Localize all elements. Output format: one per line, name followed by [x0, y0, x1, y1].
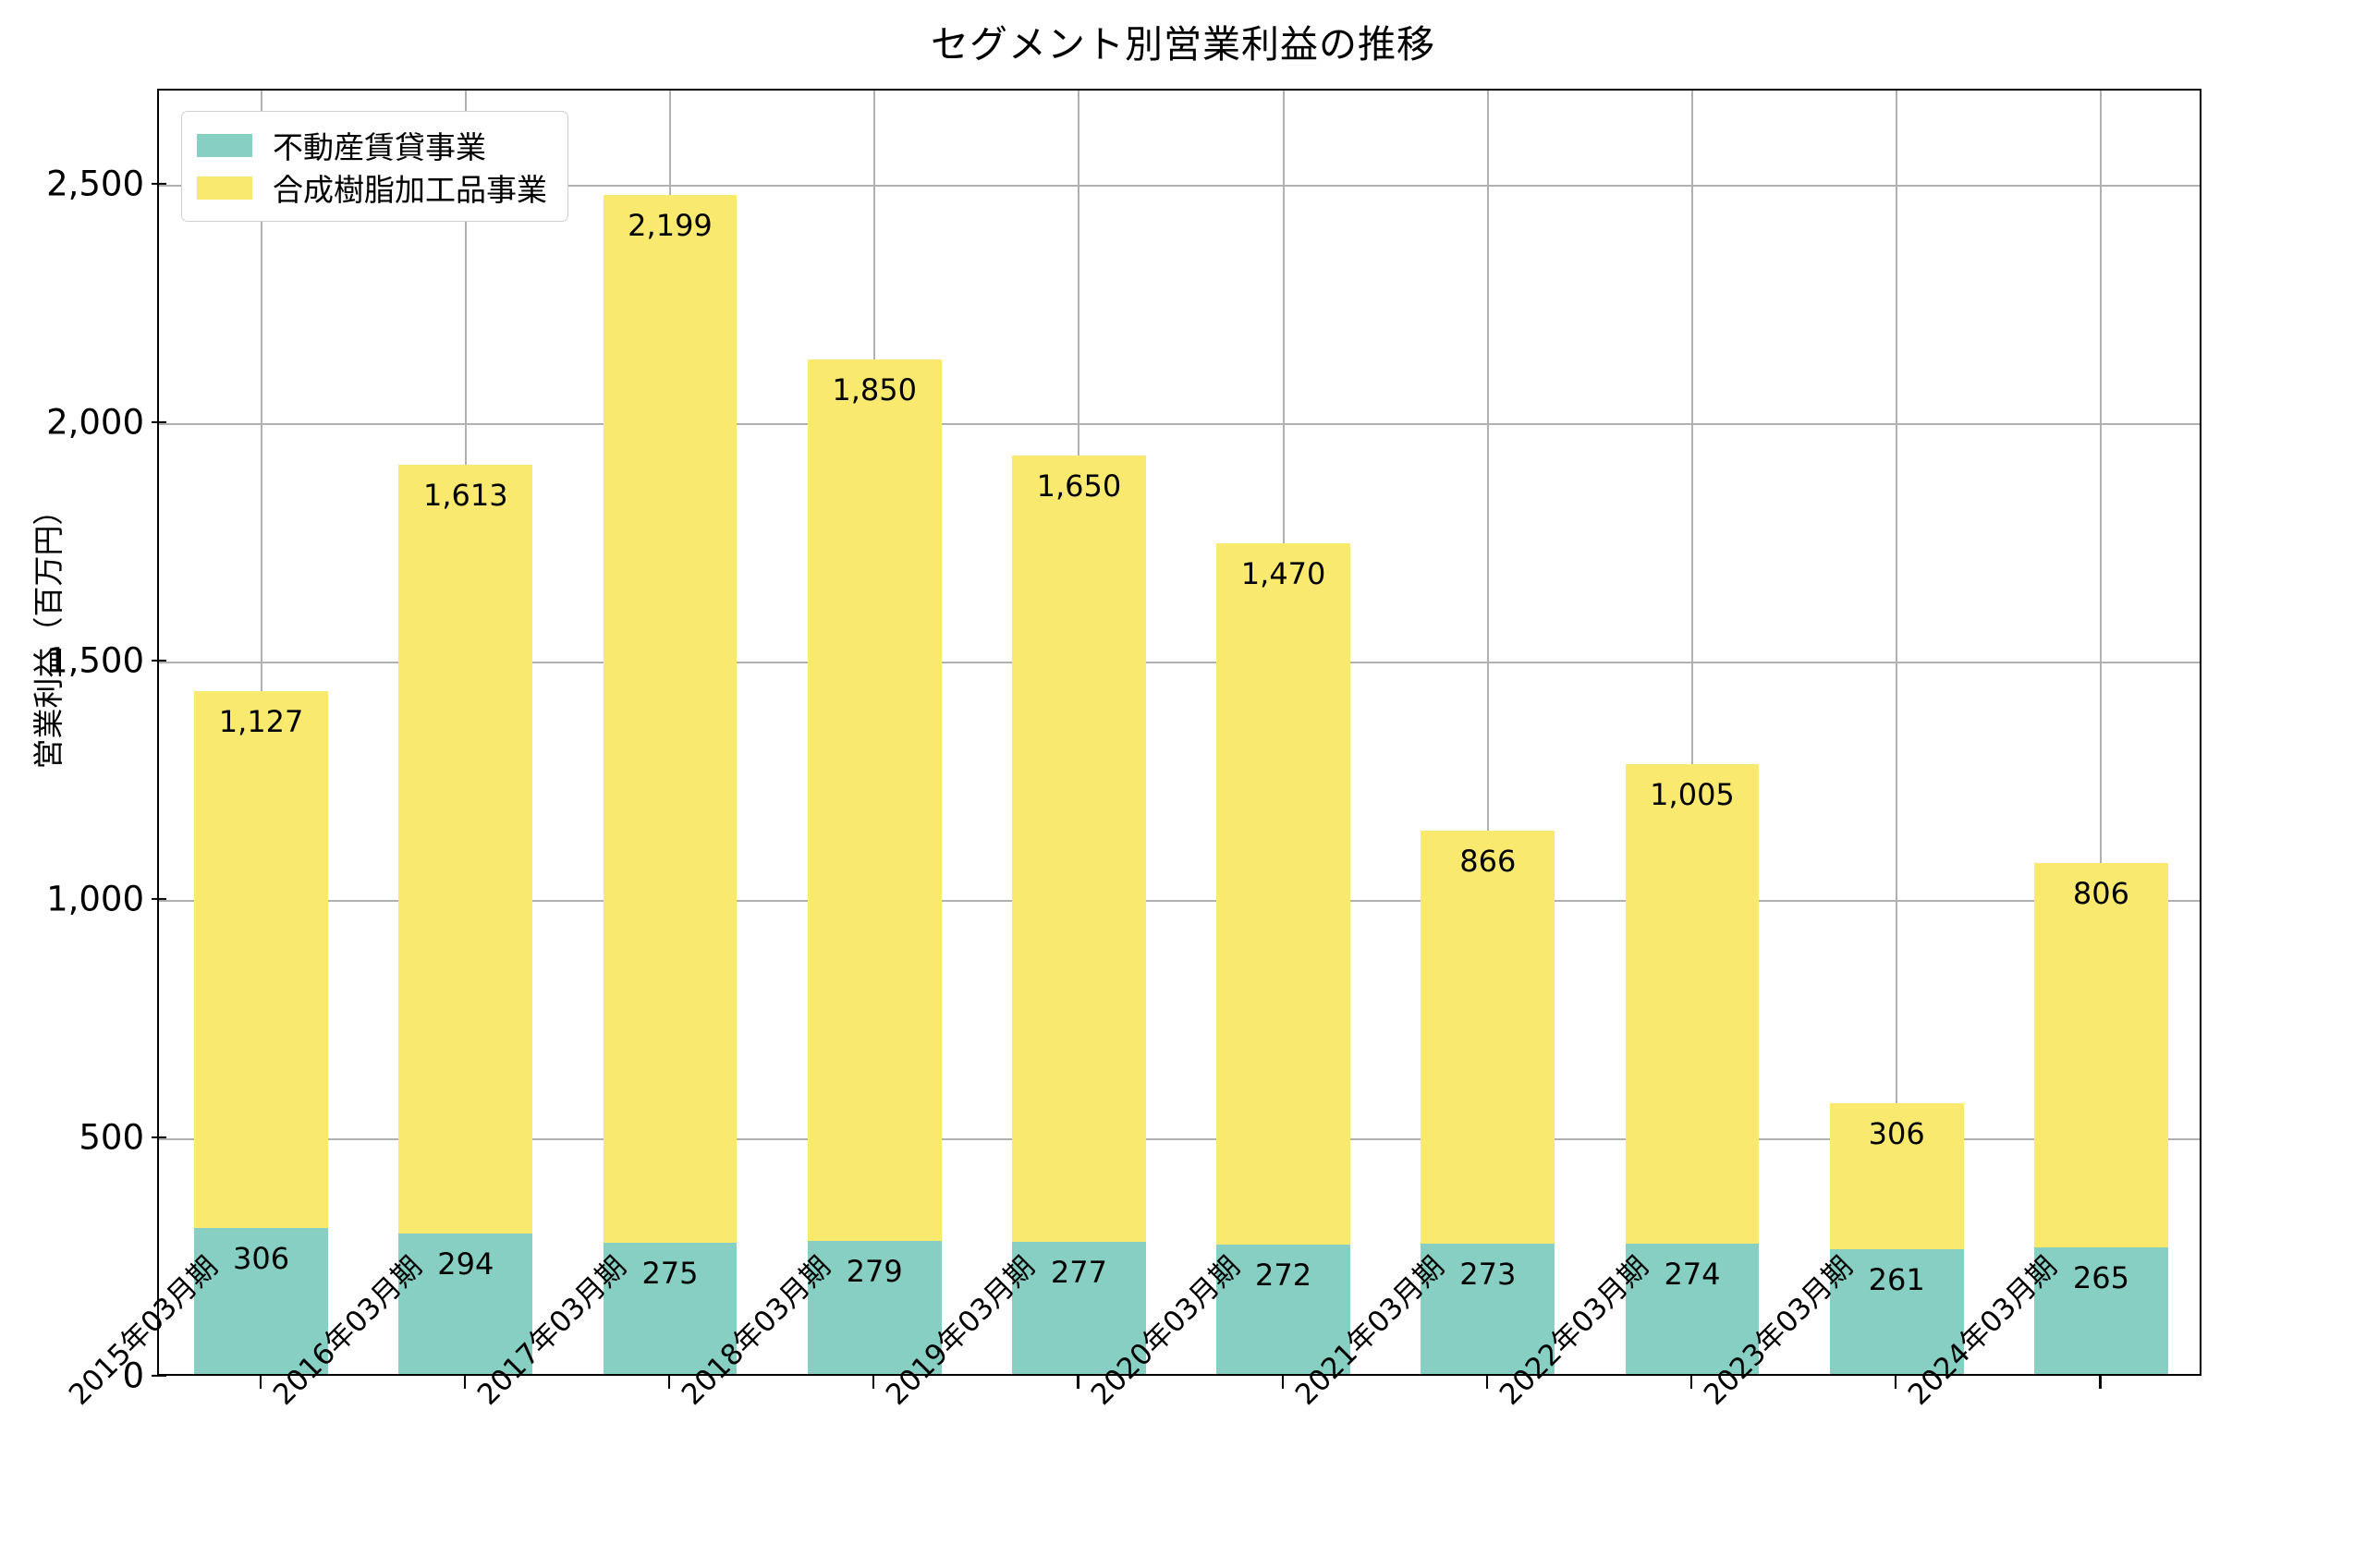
- bar-value-label-0-3: 279: [846, 1254, 903, 1290]
- bar-value-label-1-6: 866: [1459, 844, 1517, 880]
- bar-value-label-1-2: 2,199: [628, 207, 713, 243]
- bar-segment-1-3[interactable]: [807, 359, 942, 1242]
- bar-group-4[interactable]: 277 1,650: [1011, 87, 1146, 1374]
- bar-segment-0-9[interactable]: [2033, 1247, 2168, 1374]
- bar-segment-1-5[interactable]: [1216, 543, 1351, 1245]
- y-tick-mark-0: [152, 1374, 166, 1378]
- y-tick-label-500: 500: [79, 1117, 144, 1158]
- y-tick-label-2000: 2,000: [46, 402, 144, 443]
- bar-segment-0-6[interactable]: [1421, 1244, 1555, 1374]
- y-tick-mark-500: [152, 1136, 166, 1139]
- x-tick-mark-4: [1077, 1376, 1079, 1389]
- x-tick-mark-2: [668, 1376, 671, 1389]
- bar-group-1[interactable]: 294 1,613: [398, 87, 533, 1374]
- bar-segment-0-5[interactable]: [1216, 1244, 1351, 1374]
- bar-segment-0-0[interactable]: [194, 1228, 329, 1374]
- y-tick-mark-2000: [152, 421, 166, 424]
- plot-area: 306 1,127 294 1,613 275 2,199 279 1,850 277 1,650…: [157, 89, 2201, 1376]
- legend-label-0: 不動産賃貸事業: [273, 129, 486, 165]
- bar-group-0[interactable]: 306 1,127: [194, 87, 329, 1374]
- legend-label-1: 合成樹脂加工品事業: [273, 172, 547, 208]
- bar-segment-1-1[interactable]: [398, 465, 533, 1234]
- bar-segment-1-4[interactable]: [1011, 455, 1146, 1243]
- bar-segment-1-9[interactable]: [2033, 863, 2168, 1248]
- bar-segment-0-4[interactable]: [1011, 1242, 1146, 1374]
- x-tick-mark-3: [872, 1376, 875, 1389]
- bar-value-label-1-9: 806: [2072, 876, 2129, 912]
- x-tick-mark-9: [2099, 1376, 2102, 1389]
- bar-value-label-0-2: 275: [641, 1256, 699, 1292]
- y-tick-label-1000: 1,000: [46, 879, 144, 919]
- legend-swatch-icon-0: [197, 133, 252, 157]
- gridline-x-8: [1896, 91, 1898, 1374]
- bar-group-3[interactable]: 279 1,850: [807, 87, 942, 1374]
- x-tick-mark-5: [1281, 1376, 1284, 1389]
- gridline-y-1500: [159, 662, 2200, 664]
- y-tick-label-1500: 1,500: [46, 640, 144, 681]
- bar-segment-1-0[interactable]: [194, 690, 329, 1229]
- bar-value-label-0-1: 294: [437, 1246, 494, 1282]
- x-tick-mark-7: [1690, 1376, 1693, 1389]
- bar-segment-0-2[interactable]: [603, 1243, 738, 1374]
- bar-value-label-0-6: 273: [1459, 1257, 1517, 1293]
- y-tick-label-0: 0: [122, 1355, 144, 1396]
- x-tick-mark-0: [259, 1376, 262, 1389]
- gridline-x-7: [1691, 91, 1693, 1374]
- bar-value-label-0-0: 306: [233, 1241, 290, 1277]
- x-tick-mark-8: [1895, 1376, 1897, 1389]
- bar-value-label-0-7: 274: [1664, 1256, 1721, 1292]
- bar-segment-0-7[interactable]: [1625, 1243, 1760, 1374]
- bar-value-label-0-4: 277: [1050, 1255, 1107, 1291]
- bar-value-label-1-8: 306: [1868, 1116, 1925, 1152]
- gridline-y-2000: [159, 423, 2200, 426]
- legend-item-0[interactable]: 不動産賃貸事業: [197, 124, 547, 166]
- bar-group-9[interactable]: 265 806: [2033, 87, 2168, 1374]
- y-tick-mark-1000: [152, 897, 166, 901]
- bar-group-2[interactable]: 275 2,199: [603, 87, 738, 1374]
- bar-value-label-1-5: 1,470: [1240, 556, 1326, 592]
- bar-segment-1-6[interactable]: [1421, 831, 1555, 1245]
- bar-group-8[interactable]: 261 306: [1829, 87, 1964, 1374]
- bar-segment-0-3[interactable]: [807, 1241, 942, 1374]
- gridline-y-1000: [159, 900, 2200, 903]
- gridline-y-2500: [159, 185, 2200, 188]
- bar-value-label-1-3: 1,850: [832, 371, 917, 407]
- bar-segment-1-2[interactable]: [603, 194, 738, 1244]
- bar-value-label-1-4: 1,650: [1036, 468, 1122, 504]
- x-tick-mark-1: [463, 1376, 466, 1389]
- y-tick-label-2500: 2,500: [46, 164, 144, 204]
- bar-group-7[interactable]: 274 1,005: [1625, 87, 1760, 1374]
- bar-value-label-1-7: 1,005: [1650, 777, 1735, 813]
- page-title: セグメント別営業利益の推移: [931, 22, 1435, 67]
- bar-group-6[interactable]: 273 866: [1421, 87, 1555, 1374]
- bar-value-label-0-5: 272: [1255, 1257, 1312, 1293]
- y-tick-mark-1500: [152, 660, 166, 662]
- bar-value-label-0-9: 265: [2072, 1260, 2129, 1296]
- bar-segment-1-8[interactable]: [1829, 1103, 1964, 1250]
- bar-segment-0-1[interactable]: [398, 1234, 533, 1374]
- bar-value-label-0-8: 261: [1868, 1262, 1925, 1298]
- legend: 不動産賃貸事業 合成樹脂加工品事業: [181, 111, 568, 222]
- gridline-x-9: [2100, 91, 2103, 1374]
- y-tick-mark-2500: [152, 183, 166, 186]
- x-tick-mark-6: [1485, 1376, 1488, 1389]
- bar-segment-1-7[interactable]: [1625, 764, 1760, 1244]
- gridline-x-6: [1486, 91, 1489, 1374]
- bar-value-label-1-1: 1,613: [422, 478, 508, 514]
- bar-group-5[interactable]: 272 1,470: [1216, 87, 1351, 1374]
- legend-item-1[interactable]: 合成樹脂加工品事業: [197, 166, 547, 209]
- bar-segment-0-8[interactable]: [1829, 1249, 1964, 1374]
- legend-swatch-icon-1: [197, 176, 252, 200]
- bar-value-label-1-0: 1,127: [218, 703, 304, 739]
- gridline-y-500: [159, 1138, 2200, 1141]
